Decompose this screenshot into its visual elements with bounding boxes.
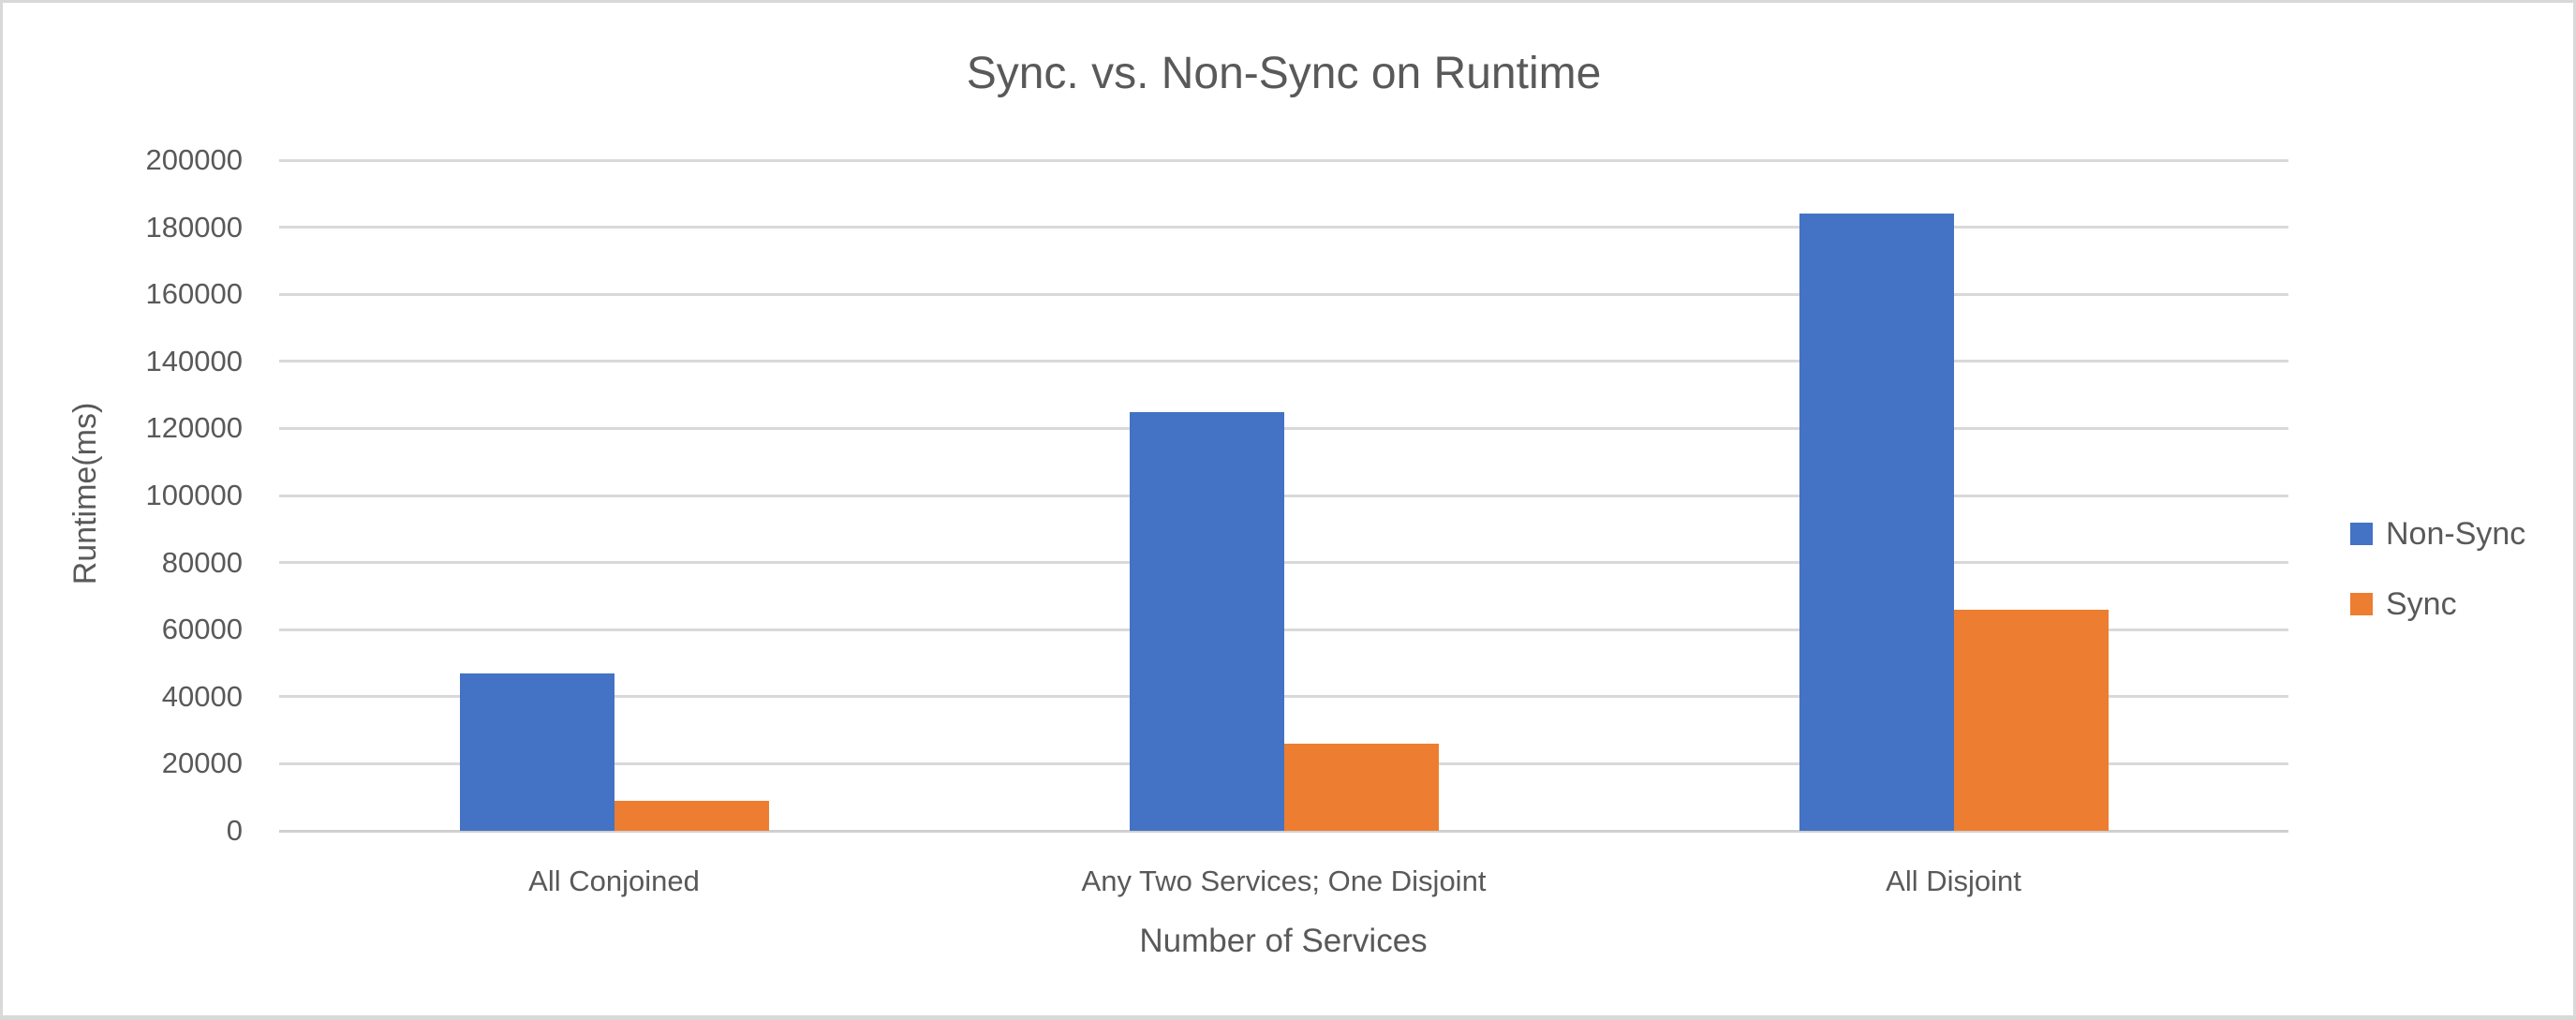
gridline bbox=[279, 628, 2288, 631]
legend-label: Sync bbox=[2386, 585, 2457, 622]
bar-sync bbox=[1283, 743, 1439, 831]
y-tick-label: 160000 bbox=[145, 277, 243, 311]
gridline bbox=[279, 360, 2288, 363]
y-tick-label: 0 bbox=[226, 814, 243, 847]
y-tick-label: 60000 bbox=[161, 613, 243, 646]
gridline bbox=[279, 561, 2288, 565]
category-label: All Conjoined bbox=[528, 865, 700, 897]
y-tick-label: 180000 bbox=[145, 210, 243, 244]
legend-item: Non-Sync bbox=[2350, 515, 2525, 553]
gridline bbox=[279, 494, 2288, 497]
legend-swatch-icon bbox=[2350, 593, 2373, 615]
legend-swatch-icon bbox=[2350, 523, 2373, 545]
category-label: Any Two Services; One Disjoint bbox=[1081, 865, 1487, 897]
category-label: All Disjoint bbox=[1886, 865, 2021, 897]
y-tick-label: 40000 bbox=[161, 679, 243, 713]
legend-item: Sync bbox=[2350, 585, 2457, 623]
y-tick-label: 100000 bbox=[145, 479, 243, 511]
chart-title: Sync. vs. Non-Sync on Runtime bbox=[966, 49, 1602, 98]
legend-label: Non-Sync bbox=[2386, 515, 2526, 552]
y-tick-label: 200000 bbox=[145, 143, 243, 176]
x-axis-title: Number of Services bbox=[1139, 923, 1428, 959]
gridline bbox=[279, 158, 2288, 162]
gridline bbox=[279, 426, 2288, 430]
bar-sync bbox=[614, 800, 769, 831]
bar-non-sync bbox=[1129, 411, 1284, 831]
y-tick-label: 120000 bbox=[145, 411, 243, 445]
gridline bbox=[279, 292, 2288, 296]
bar-non-sync bbox=[1799, 214, 1954, 831]
y-tick-label: 20000 bbox=[161, 747, 243, 780]
x-axis-line bbox=[279, 829, 2288, 833]
gridline bbox=[279, 695, 2288, 699]
bar-sync bbox=[1953, 609, 2109, 831]
bar-non-sync bbox=[459, 673, 614, 831]
y-tick-label: 80000 bbox=[161, 545, 243, 579]
y-tick-label: 140000 bbox=[145, 344, 243, 377]
gridline bbox=[279, 226, 2288, 229]
